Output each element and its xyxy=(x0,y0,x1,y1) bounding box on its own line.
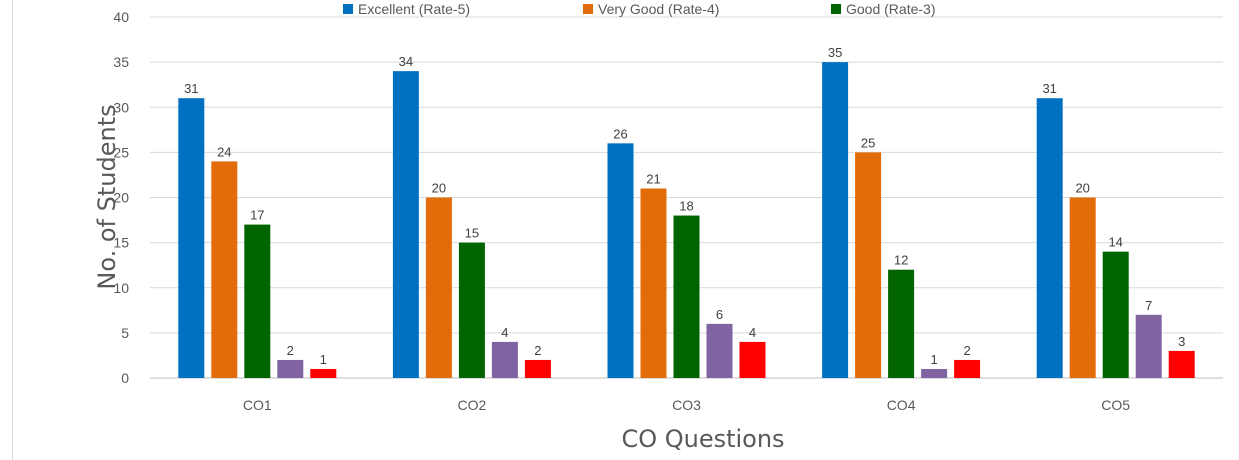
bar-value-label: 31 xyxy=(1042,81,1056,96)
bar-value-label: 18 xyxy=(679,199,693,214)
bar-value-label: 20 xyxy=(1075,181,1089,196)
bar-value-label: 21 xyxy=(646,171,660,186)
bar-value-label: 2 xyxy=(534,343,541,358)
gridlines xyxy=(150,16,1223,379)
bar-value-label: 15 xyxy=(465,226,479,241)
y-tick-label: 10 xyxy=(113,280,129,296)
bar-co4-series-3 xyxy=(888,269,915,378)
x-tick-label: CO4 xyxy=(887,397,916,413)
bar-value-label: 2 xyxy=(287,343,294,358)
y-tick-label: 30 xyxy=(113,99,129,115)
bar-co2-series-4 xyxy=(491,341,518,378)
y-tick-label: 35 xyxy=(113,54,129,70)
bar-value-label: 20 xyxy=(432,181,446,196)
bar-value-label: 1 xyxy=(930,352,937,367)
x-axis-ticks: CO1 CO2 CO3 CO4 CO5 xyxy=(243,397,1130,413)
bar-co3-series-3 xyxy=(673,215,700,378)
bar-co3-series-1 xyxy=(607,143,634,378)
x-tick-label: CO1 xyxy=(243,397,272,413)
bar-value-label: 34 xyxy=(399,54,413,69)
y-axis-title: No. of Students xyxy=(93,104,121,289)
bar-value-label: 35 xyxy=(828,45,842,60)
bar-co2-series-5 xyxy=(524,359,551,378)
legend-label: Good (Rate-3) xyxy=(846,1,935,17)
bar-value-label: 25 xyxy=(861,135,875,150)
bar-co4-series-2 xyxy=(855,152,882,378)
x-tick-label: CO5 xyxy=(1101,397,1130,413)
bar-value-label: 1 xyxy=(320,352,327,367)
x-tick-label: CO3 xyxy=(672,397,701,413)
legend-label: Excellent (Rate-5) xyxy=(358,1,470,17)
y-tick-label: 15 xyxy=(113,235,129,251)
bar-co3-series-2 xyxy=(640,188,667,378)
bar-value-label: 31 xyxy=(184,81,198,96)
bar-value-label: 3 xyxy=(1178,334,1185,349)
bar-value-label: 14 xyxy=(1108,235,1122,250)
bar-co2-series-3 xyxy=(458,242,485,378)
bar-co4-series-5 xyxy=(954,359,981,378)
y-tick-label: 20 xyxy=(113,190,129,206)
x-axis-title: CO Questions xyxy=(621,425,784,453)
bar-value-label: 4 xyxy=(749,325,756,340)
bar-co1-series-1 xyxy=(178,98,205,378)
y-tick-label: 40 xyxy=(113,9,129,25)
bar-co2-series-2 xyxy=(425,197,452,378)
legend-swatch xyxy=(831,4,841,14)
bar-co1-series-4 xyxy=(277,359,304,378)
bar-value-label: 7 xyxy=(1145,298,1152,313)
bar-value-label: 4 xyxy=(501,325,508,340)
bar-co5-series-3 xyxy=(1102,251,1129,378)
bar-co2-series-1 xyxy=(392,71,419,379)
bar-co5-series-5 xyxy=(1168,350,1195,378)
y-tick-label: 25 xyxy=(113,144,129,160)
y-axis-ticks: 0 5 10 15 20 25 30 35 40 xyxy=(113,9,129,386)
bar-co3-series-4 xyxy=(706,323,733,378)
bar-co5-series-2 xyxy=(1069,197,1096,378)
bar-value-label: 24 xyxy=(217,144,231,159)
chart-frame: 0 5 10 15 20 25 30 35 40 31 24 17 2 1 34 20 15 4 2 26 21 18 6… xyxy=(12,0,1239,460)
bar-co4-series-4 xyxy=(921,368,948,378)
bar-co3-series-5 xyxy=(739,341,766,378)
legend: Excellent (Rate-5) Very Good (Rate-4) Good… xyxy=(343,1,935,17)
bar-co5-series-1 xyxy=(1036,98,1063,378)
bar-co4-series-1 xyxy=(822,62,849,378)
legend-swatch xyxy=(583,4,593,14)
bar-value-label: 6 xyxy=(716,307,723,322)
bar-value-label: 12 xyxy=(894,253,908,268)
bar-co1-series-2 xyxy=(211,161,238,378)
bar-co5-series-4 xyxy=(1135,314,1162,378)
bar-co1-series-5 xyxy=(310,368,337,378)
legend-swatch xyxy=(343,4,353,14)
legend-label: Very Good (Rate-4) xyxy=(598,1,719,17)
y-tick-label: 5 xyxy=(121,325,129,341)
y-tick-label: 0 xyxy=(121,370,129,386)
bar-value-label: 2 xyxy=(963,343,970,358)
bar-value-label: 26 xyxy=(613,126,627,141)
x-tick-label: CO2 xyxy=(458,397,487,413)
bar-co1-series-3 xyxy=(244,224,271,378)
bar-value-label: 17 xyxy=(250,208,264,223)
